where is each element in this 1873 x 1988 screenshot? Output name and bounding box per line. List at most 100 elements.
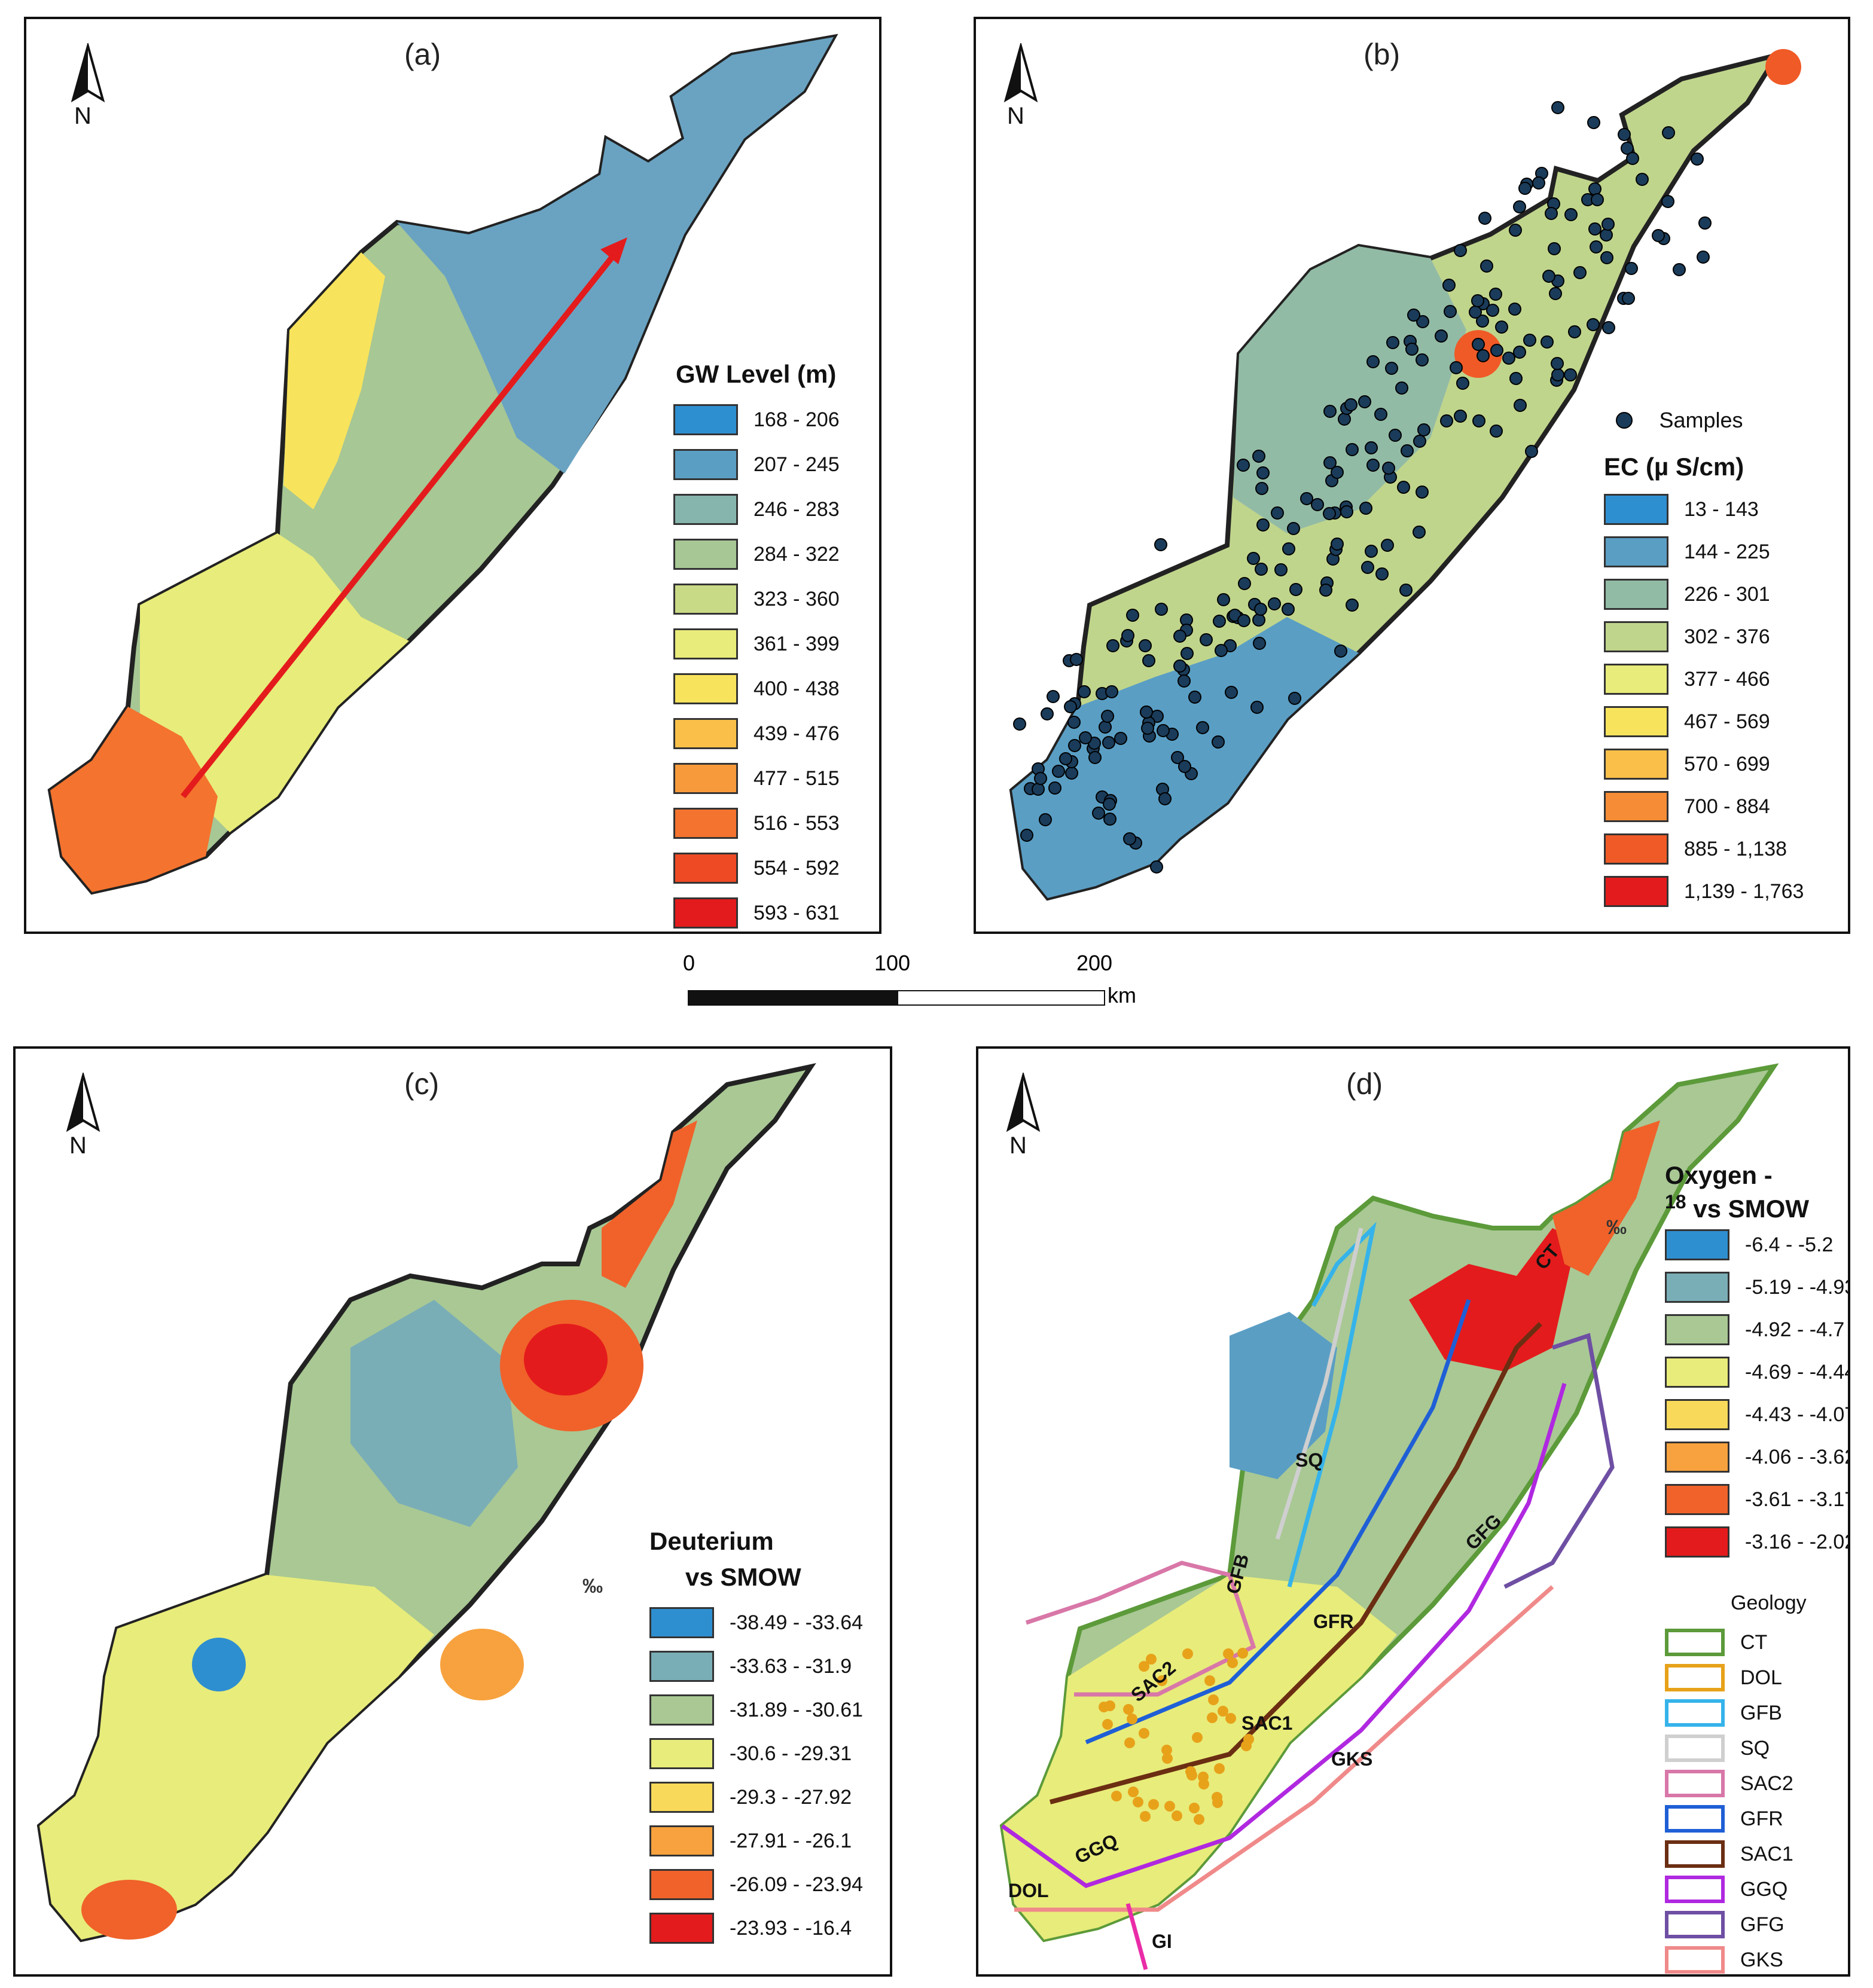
- sample-point: [1255, 482, 1268, 495]
- hotspot-core: [524, 1324, 608, 1395]
- sample-point: [1382, 462, 1395, 475]
- panel-d: (d) N CT SQ GFB GFG GFR SAC2 SAC1 GKS GG…: [976, 1046, 1850, 1977]
- legend-item: 477 - 515: [673, 761, 840, 796]
- legend-item: -3.61 - -3.17: [1665, 1482, 1848, 1517]
- sample-point: [1048, 781, 1061, 795]
- legend-swatch: [1665, 1805, 1725, 1833]
- sample-point: [1564, 368, 1577, 381]
- map-label-gks: GKS: [1331, 1748, 1373, 1770]
- ec-map: [1009, 49, 1801, 901]
- legend-label: GFR: [1740, 1807, 1783, 1830]
- legend-ec: EC (µ S/cm) 13 - 143 144 - 225 226 - 301 30…: [1604, 453, 1843, 931]
- legend-title-sup: 18: [1665, 1191, 1686, 1213]
- sample-point: [1121, 629, 1134, 642]
- sample-point: [1141, 722, 1154, 735]
- legend-label: GFB: [1740, 1701, 1782, 1724]
- zone-red-ne: [602, 1120, 697, 1288]
- legend-label: -26.09 - -23.94: [730, 1873, 864, 1896]
- legend-swatch: [1665, 1314, 1729, 1345]
- sample-point: [1139, 639, 1152, 652]
- legend-swatch: [673, 539, 738, 570]
- legend-swatch: [649, 1782, 714, 1813]
- sample-point: [1450, 361, 1463, 374]
- legend-label: 361 - 399: [754, 632, 840, 655]
- sample-point: [1268, 597, 1281, 610]
- sample-point: [1158, 792, 1172, 805]
- sample-point: [1662, 126, 1675, 139]
- north-arrow-icon: [71, 41, 105, 103]
- zone-blue-teal: [350, 1300, 518, 1527]
- dol-point: [1172, 1810, 1182, 1821]
- sample-point: [1068, 739, 1081, 752]
- legend-swatch: [1665, 1229, 1729, 1260]
- north-arrow: N: [996, 1071, 1050, 1159]
- legend-item: -4.69 - -4.44: [1665, 1354, 1848, 1390]
- sample-point: [1477, 349, 1490, 362]
- sample-point: [1413, 526, 1426, 539]
- dol-point: [1218, 1706, 1228, 1717]
- dol-point: [1162, 1753, 1173, 1764]
- sample-point: [1587, 116, 1600, 129]
- sample-point: [1059, 752, 1072, 765]
- map-label-gi: GI: [1152, 1931, 1172, 1952]
- sample-point: [1395, 381, 1408, 395]
- scale-segment-black: [688, 990, 899, 1006]
- sample-point: [1217, 593, 1230, 606]
- sample-point: [1472, 414, 1485, 427]
- dol-point: [1212, 1797, 1223, 1808]
- legend-label: SAC2: [1740, 1772, 1793, 1795]
- sample-point: [1417, 423, 1430, 436]
- legend-item: 400 - 438: [673, 671, 840, 707]
- sample-point: [1103, 813, 1117, 826]
- dol-point: [1198, 1772, 1209, 1782]
- legend-label: -4.06 - -3.62: [1745, 1445, 1850, 1468]
- panel-label: (a): [404, 38, 441, 71]
- legend-label: 400 - 438: [754, 677, 840, 700]
- sample-point: [1344, 398, 1358, 411]
- sample-point: [1020, 829, 1033, 842]
- legend-label: -5.19 - -4.93: [1745, 1275, 1850, 1299]
- scale-tick-100: 100: [874, 951, 911, 975]
- sample-point: [1070, 653, 1083, 666]
- legend-swatch: [1665, 1357, 1729, 1388]
- legend-item: -23.93 - -16.4: [649, 1910, 852, 1946]
- sample-point: [1340, 505, 1353, 518]
- legend-label: DOL: [1740, 1666, 1782, 1689]
- legend-swatch: [1604, 749, 1668, 780]
- dol-point: [1123, 1704, 1134, 1715]
- legend-label: 700 - 884: [1684, 795, 1770, 818]
- legend-oxygen: Oxygen - 18 vs SMOW -6.4 - -5.2 -5.19 - -…: [1665, 1161, 1850, 1974]
- dol-point: [1127, 1714, 1137, 1724]
- sample-point: [1548, 242, 1561, 255]
- sample-point: [1523, 334, 1536, 347]
- sample-point: [1416, 315, 1429, 328]
- legend-item: CT: [1665, 1624, 1767, 1660]
- legend-item: 467 - 569: [1604, 704, 1770, 740]
- sample-point: [1225, 686, 1238, 699]
- sample-point: [1365, 545, 1378, 558]
- sample-point: [1338, 413, 1351, 426]
- sample-point: [1625, 262, 1638, 275]
- boundary-sac1: [1049, 1322, 1542, 1804]
- legend-swatch: [673, 718, 738, 749]
- sample-point: [1381, 539, 1394, 552]
- legend-label: 284 - 322: [754, 542, 840, 566]
- legend-item: SQ: [1665, 1730, 1770, 1766]
- dol-point: [1102, 1719, 1113, 1730]
- legend-swatch: [649, 1651, 714, 1682]
- sample-point: [1480, 259, 1493, 273]
- legend-swatch: [1665, 1699, 1725, 1727]
- flow-arrow: [181, 247, 621, 799]
- sample-point: [1602, 321, 1615, 334]
- sample-point: [1103, 798, 1116, 811]
- sample-point: [1440, 414, 1453, 427]
- sample-point: [1454, 410, 1467, 423]
- sample-point: [1323, 507, 1336, 520]
- sample-point: [1361, 561, 1374, 574]
- legend-swatch: [673, 673, 738, 704]
- zone-yellow-west: [283, 252, 385, 509]
- samples-legend: Samples: [1616, 408, 1743, 433]
- sample-point: [1551, 357, 1564, 370]
- legend-label: 477 - 515: [754, 767, 840, 790]
- sample-point: [1099, 720, 1112, 734]
